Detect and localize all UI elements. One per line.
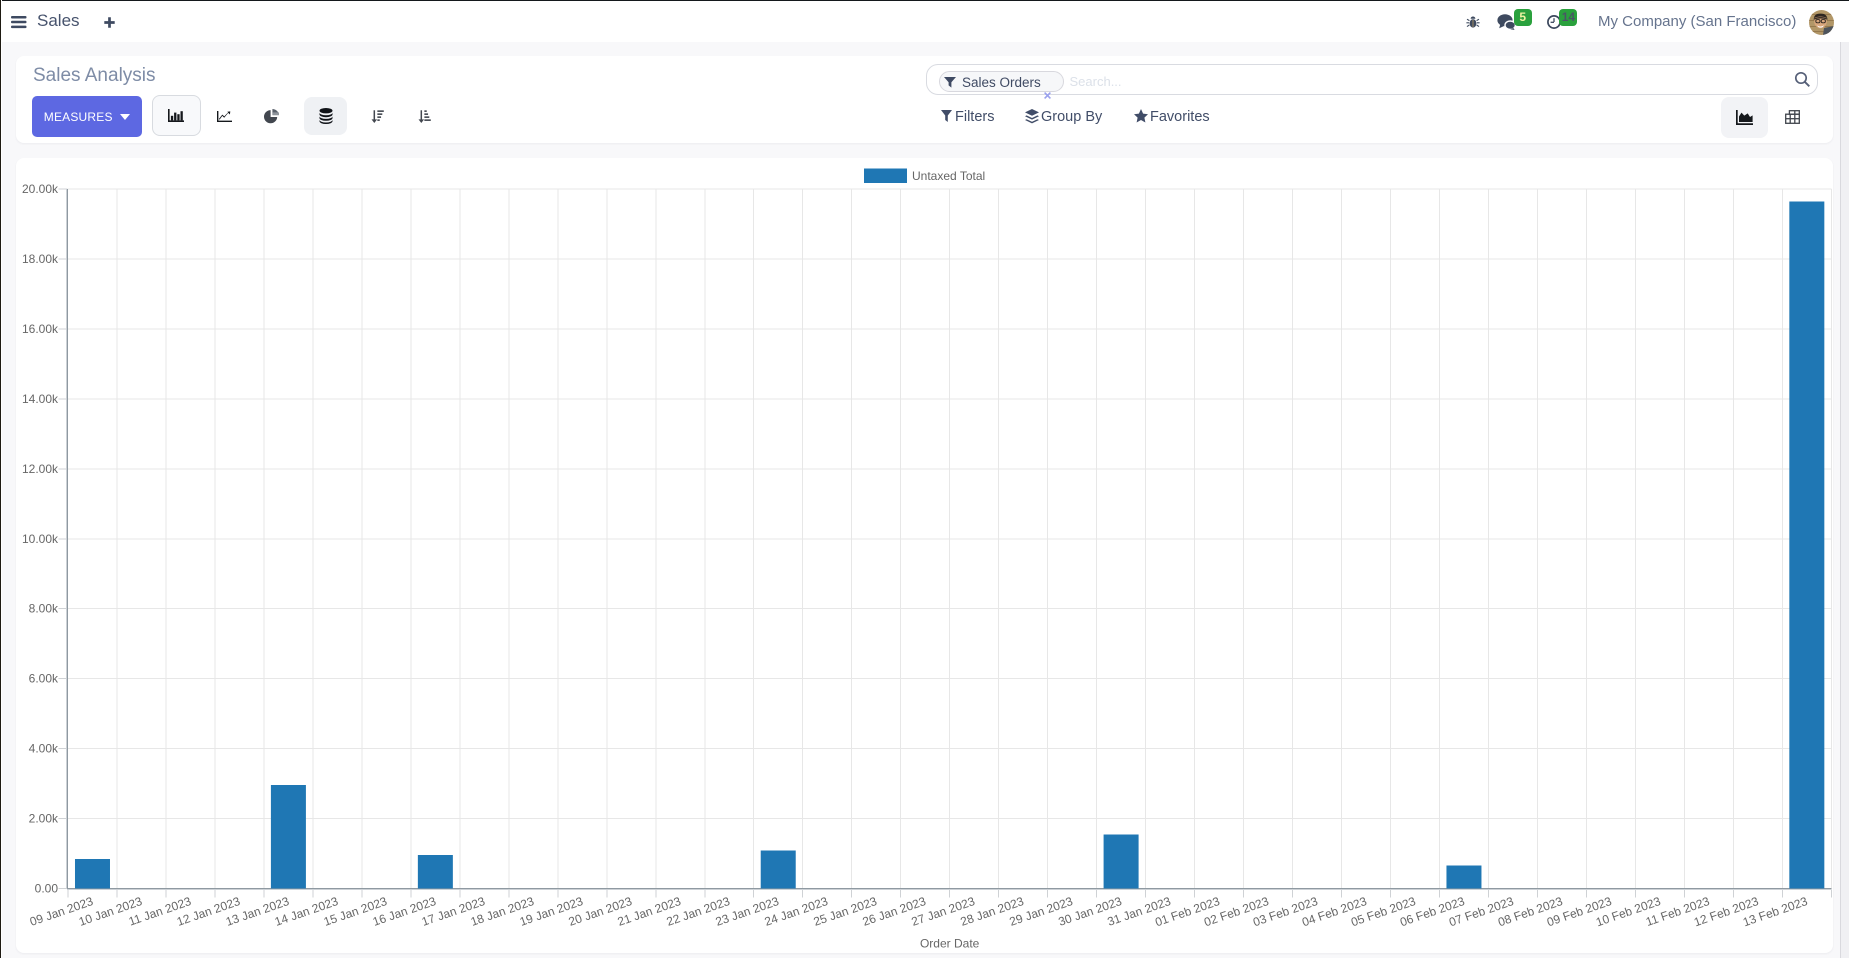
svg-text:2.00k: 2.00k	[29, 812, 59, 826]
svg-text:8.00k: 8.00k	[29, 602, 59, 616]
svg-text:18.00k: 18.00k	[22, 252, 59, 266]
svg-text:20.00k: 20.00k	[22, 182, 59, 196]
svg-text:6.00k: 6.00k	[29, 672, 59, 686]
svg-text:4.00k: 4.00k	[29, 742, 59, 756]
svg-text:Order Date: Order Date	[920, 937, 980, 951]
svg-text:0.00: 0.00	[35, 882, 59, 896]
svg-text:12.00k: 12.00k	[22, 462, 59, 476]
svg-text:Untaxed Total: Untaxed Total	[912, 169, 985, 183]
svg-text:10.00k: 10.00k	[22, 532, 59, 546]
svg-text:16.00k: 16.00k	[22, 322, 59, 336]
svg-text:14.00k: 14.00k	[22, 392, 59, 406]
